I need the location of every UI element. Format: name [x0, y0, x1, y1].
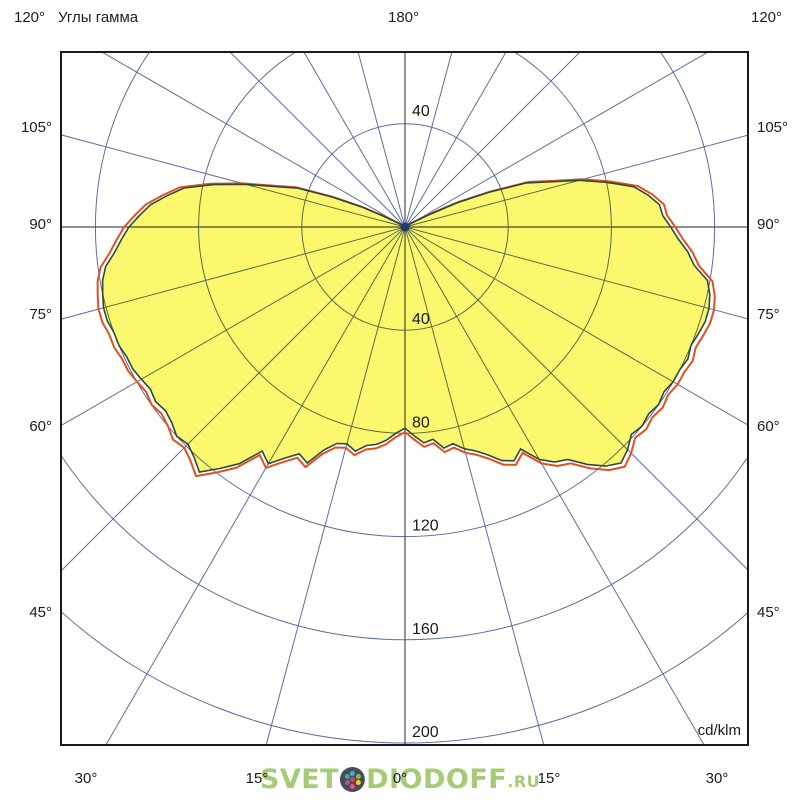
angle-label-right: 45° — [757, 604, 780, 621]
angle-label-bottom: 0° — [393, 770, 407, 787]
intensity-fill — [102, 180, 710, 473]
watermark-logo-dot — [344, 780, 350, 786]
corner-angle-label-top-right: 120° — [751, 9, 783, 26]
ray-45 — [404, 226, 748, 571]
angle-label-right: 90° — [757, 216, 780, 233]
ray-255 — [61, 134, 406, 228]
watermark-logo-icon — [340, 767, 366, 792]
chart-title: Углы гамма — [58, 9, 139, 26]
ray-315 — [61, 226, 406, 572]
watermark-logo-dot — [355, 773, 361, 779]
top-angle-label: 180° — [388, 9, 420, 26]
angle-label-left: 105° — [21, 119, 52, 136]
ring-label-200: 200 — [412, 724, 439, 741]
angle-label-right: 105° — [757, 119, 788, 136]
ray-75 — [404, 226, 748, 320]
ring-label-120: 120 — [412, 518, 439, 535]
ring-label-top: 40 — [412, 103, 430, 120]
watermark: SVET DIODOFF .RU — [260, 766, 540, 793]
ray-30 — [404, 226, 705, 745]
watermark-text-svet: SVET — [259, 764, 340, 795]
angle-label-left: 90° — [29, 216, 52, 233]
ray-150 — [404, 52, 507, 228]
ray-120 — [404, 52, 710, 228]
angle-label-bottom: 15° — [246, 770, 269, 787]
watermark-text-diodoff: DIODOFF — [366, 764, 508, 795]
ray-345 — [265, 226, 406, 745]
units-label: cd/klm — [698, 722, 741, 739]
angle-label-bottom: 30° — [706, 770, 729, 787]
angle-label-right: 75° — [757, 306, 780, 323]
ray-330 — [105, 226, 406, 745]
ray-105 — [404, 134, 748, 228]
watermark-logo-dot — [350, 783, 356, 789]
ray-285 — [61, 226, 406, 320]
ring-label-40: 40 — [412, 311, 430, 328]
ray-300 — [61, 226, 406, 427]
center-dot — [400, 222, 410, 232]
ray-135 — [404, 52, 581, 228]
ray-165 — [404, 52, 453, 228]
ring-label-80: 80 — [412, 414, 430, 431]
angle-label-left: 45° — [29, 604, 52, 621]
watermark-logo-dot — [350, 770, 356, 776]
angle-label-left: 60° — [29, 418, 52, 435]
ray-210 — [303, 52, 406, 228]
angle-label-left: 75° — [29, 306, 52, 323]
corner-angle-label-top-left: 120° — [14, 9, 46, 26]
ray-240 — [100, 52, 406, 228]
angle-label-bottom: 30° — [75, 770, 98, 787]
watermark-logo-dot — [344, 773, 350, 779]
watermark-logo-dot — [355, 780, 361, 786]
watermark-logo-dot — [350, 777, 356, 782]
ring-label-160: 160 — [412, 621, 439, 638]
ray-195 — [357, 52, 406, 228]
ray-60 — [404, 226, 748, 426]
plot-frame — [60, 51, 749, 746]
ray-15 — [404, 226, 545, 745]
watermark-text-ru: .RU — [507, 772, 541, 791]
angle-label-bottom: 15° — [538, 770, 561, 787]
angle-label-right: 60° — [757, 418, 780, 435]
ray-225 — [229, 52, 406, 228]
